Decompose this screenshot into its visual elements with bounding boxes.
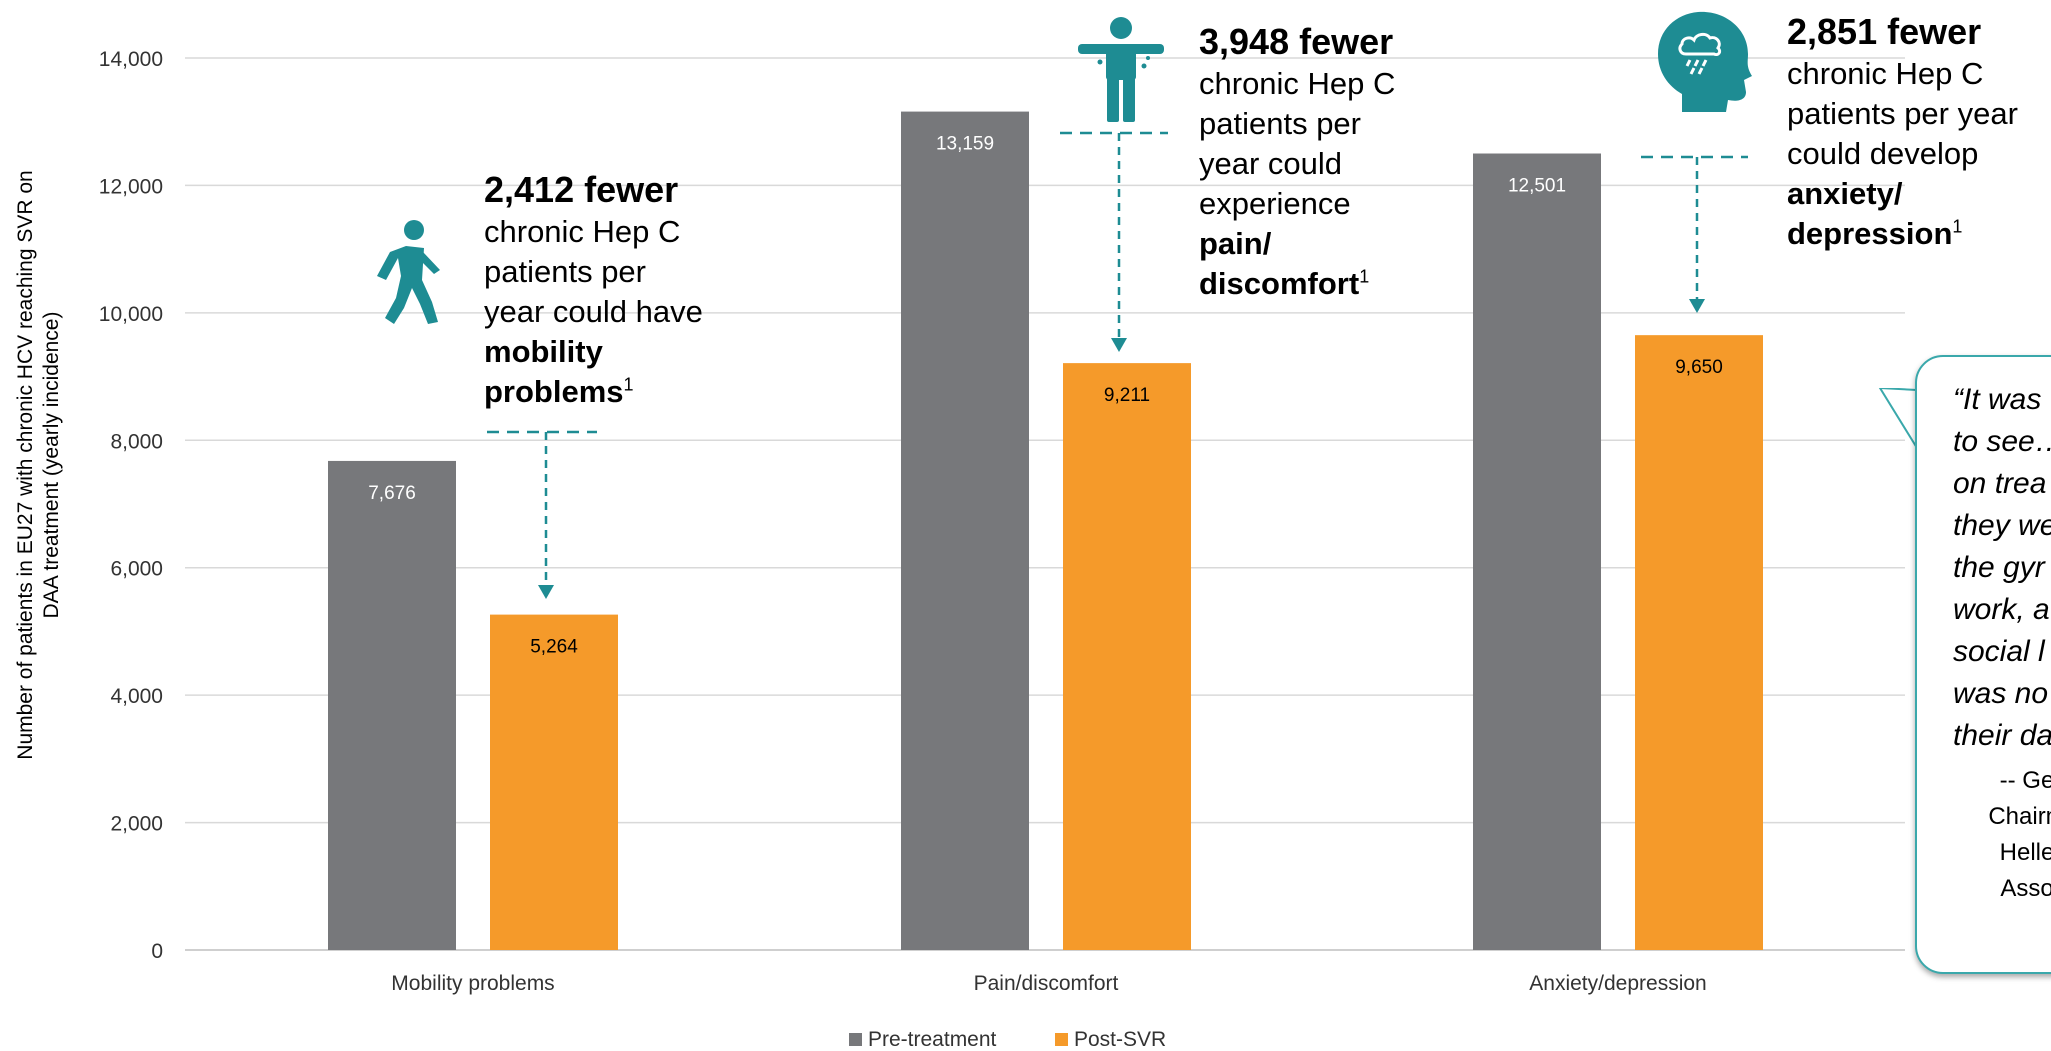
bar-pre-treatment-2	[1473, 153, 1601, 951]
quote-line: the gyr	[1953, 551, 2045, 584]
annotation-line: chronic Hep C	[1199, 66, 1396, 101]
y-tick-label: 8,000	[110, 430, 163, 453]
annotation-line: experience	[1199, 186, 1351, 221]
bar-value-label: 9,211	[1104, 385, 1150, 406]
quote-line: on trea	[1953, 467, 2047, 500]
annotation-bold: discomfort	[1199, 266, 1360, 301]
bar-value-label: 13,159	[936, 134, 994, 155]
y-tick-label: 4,000	[110, 685, 163, 708]
quote-attribution-line: Chairm	[1988, 803, 2051, 830]
quote-line: their da	[1953, 719, 2051, 752]
annotation-pain: 3,948 fewer chronic Hep C patients per y…	[1199, 20, 1395, 304]
quote-text: “It was to see… on trea they we the gyr …	[1917, 357, 2051, 757]
annotation-line: chronic Hep C	[1787, 56, 1984, 91]
annotation-bold: problems	[484, 374, 624, 409]
annotation-mobility: 2,412 fewer chronic Hep C patients per y…	[484, 168, 703, 412]
quote-attribution: -- Ge Chairm Helle Asso	[1917, 763, 2051, 907]
quote-attribution-line: -- Ge	[1999, 767, 2051, 794]
y-axis-label: Number of patients in EU27 with chronic …	[14, 170, 37, 759]
bar-value-label: 9,650	[1675, 357, 1723, 378]
rain-cloud-head-icon	[1658, 11, 1752, 112]
annotation-bold: depression	[1787, 216, 1953, 251]
annotation-line: patients per	[1199, 106, 1361, 141]
y-tick-label: 6,000	[110, 558, 163, 581]
quote-line: “It was	[1953, 383, 2042, 416]
quote-line: work, a	[1953, 593, 2050, 626]
arrowhead	[1689, 299, 1705, 313]
walking-person-icon	[377, 220, 440, 324]
quote-attribution-line: Asso	[2000, 875, 2051, 902]
bar-post-svr-1	[1063, 363, 1191, 951]
annotation-line: chronic Hep C	[484, 214, 681, 249]
y-tick-label: 2,000	[110, 813, 163, 836]
bar-value-label: 12,501	[1508, 176, 1566, 197]
quote-bubble-tail	[1878, 388, 1918, 449]
y-tick-label: 10,000	[99, 303, 163, 326]
bar-value-label: 5,264	[530, 637, 578, 658]
arrowhead	[538, 585, 554, 599]
annotation-line: year could have	[484, 294, 703, 329]
annotation-headline: 3,948 fewer	[1199, 21, 1394, 62]
annotation-bold: mobility	[484, 334, 603, 369]
annotation-line: patients per year	[1787, 96, 2018, 131]
annotation-line: year could	[1199, 146, 1343, 181]
bar-value-label: 7,676	[368, 483, 416, 504]
x-tick-label: Pain/discomfort	[974, 972, 1119, 995]
legend: Pre-treatment Post-SVR	[849, 1028, 1166, 1051]
annotation-headline: 2,851 fewer	[1787, 11, 1982, 52]
quote-line: was no	[1953, 677, 2049, 710]
annotation-bold: pain/	[1199, 226, 1272, 261]
legend-label-post-svr: Post-SVR	[1074, 1028, 1166, 1051]
annotation-bold: anxiety/	[1787, 176, 1903, 211]
legend-swatch-post-svr	[1055, 1033, 1068, 1046]
y-tick-label: 14,000	[99, 48, 163, 71]
quote-bubble: “It was to see… on trea they we the gyr …	[1915, 355, 2051, 974]
legend-swatch-pre-treatment	[849, 1033, 862, 1046]
annotation-headline: 2,412 fewer	[484, 169, 679, 210]
quote-line: to see…	[1953, 425, 2051, 458]
bar-pre-treatment-0	[328, 460, 456, 950]
annotation-anxiety: 2,851 fewer chronic Hep C patients per y…	[1787, 10, 2018, 254]
annotation-line: could develop	[1787, 136, 1979, 171]
annotation-line: patients per	[484, 254, 646, 289]
quote-line: they we	[1953, 509, 2051, 542]
y-tick-label: 12,000	[99, 175, 163, 198]
legend-label-pre-treatment: Pre-treatment	[868, 1028, 997, 1051]
quote-attribution-line: Helle	[1999, 839, 2051, 866]
bar-post-svr-0	[490, 614, 618, 950]
y-axis-label-line-2: DAA treatment (yearly incidence)	[40, 312, 63, 619]
arrowhead	[1111, 338, 1127, 352]
footnote-marker: 1	[623, 374, 634, 395]
footnote-marker: 1	[1952, 216, 1963, 237]
bar-pre-treatment-1	[901, 111, 1029, 950]
footnote-marker: 1	[1359, 266, 1370, 287]
x-tick-label: Anxiety/depression	[1529, 972, 1706, 995]
bar-post-svr-2	[1635, 335, 1763, 951]
x-tick-label: Mobility problems	[391, 972, 554, 995]
pain-figure-icon	[1078, 17, 1164, 122]
quote-line: social l	[1953, 635, 2045, 668]
y-tick-label: 0	[151, 940, 163, 963]
